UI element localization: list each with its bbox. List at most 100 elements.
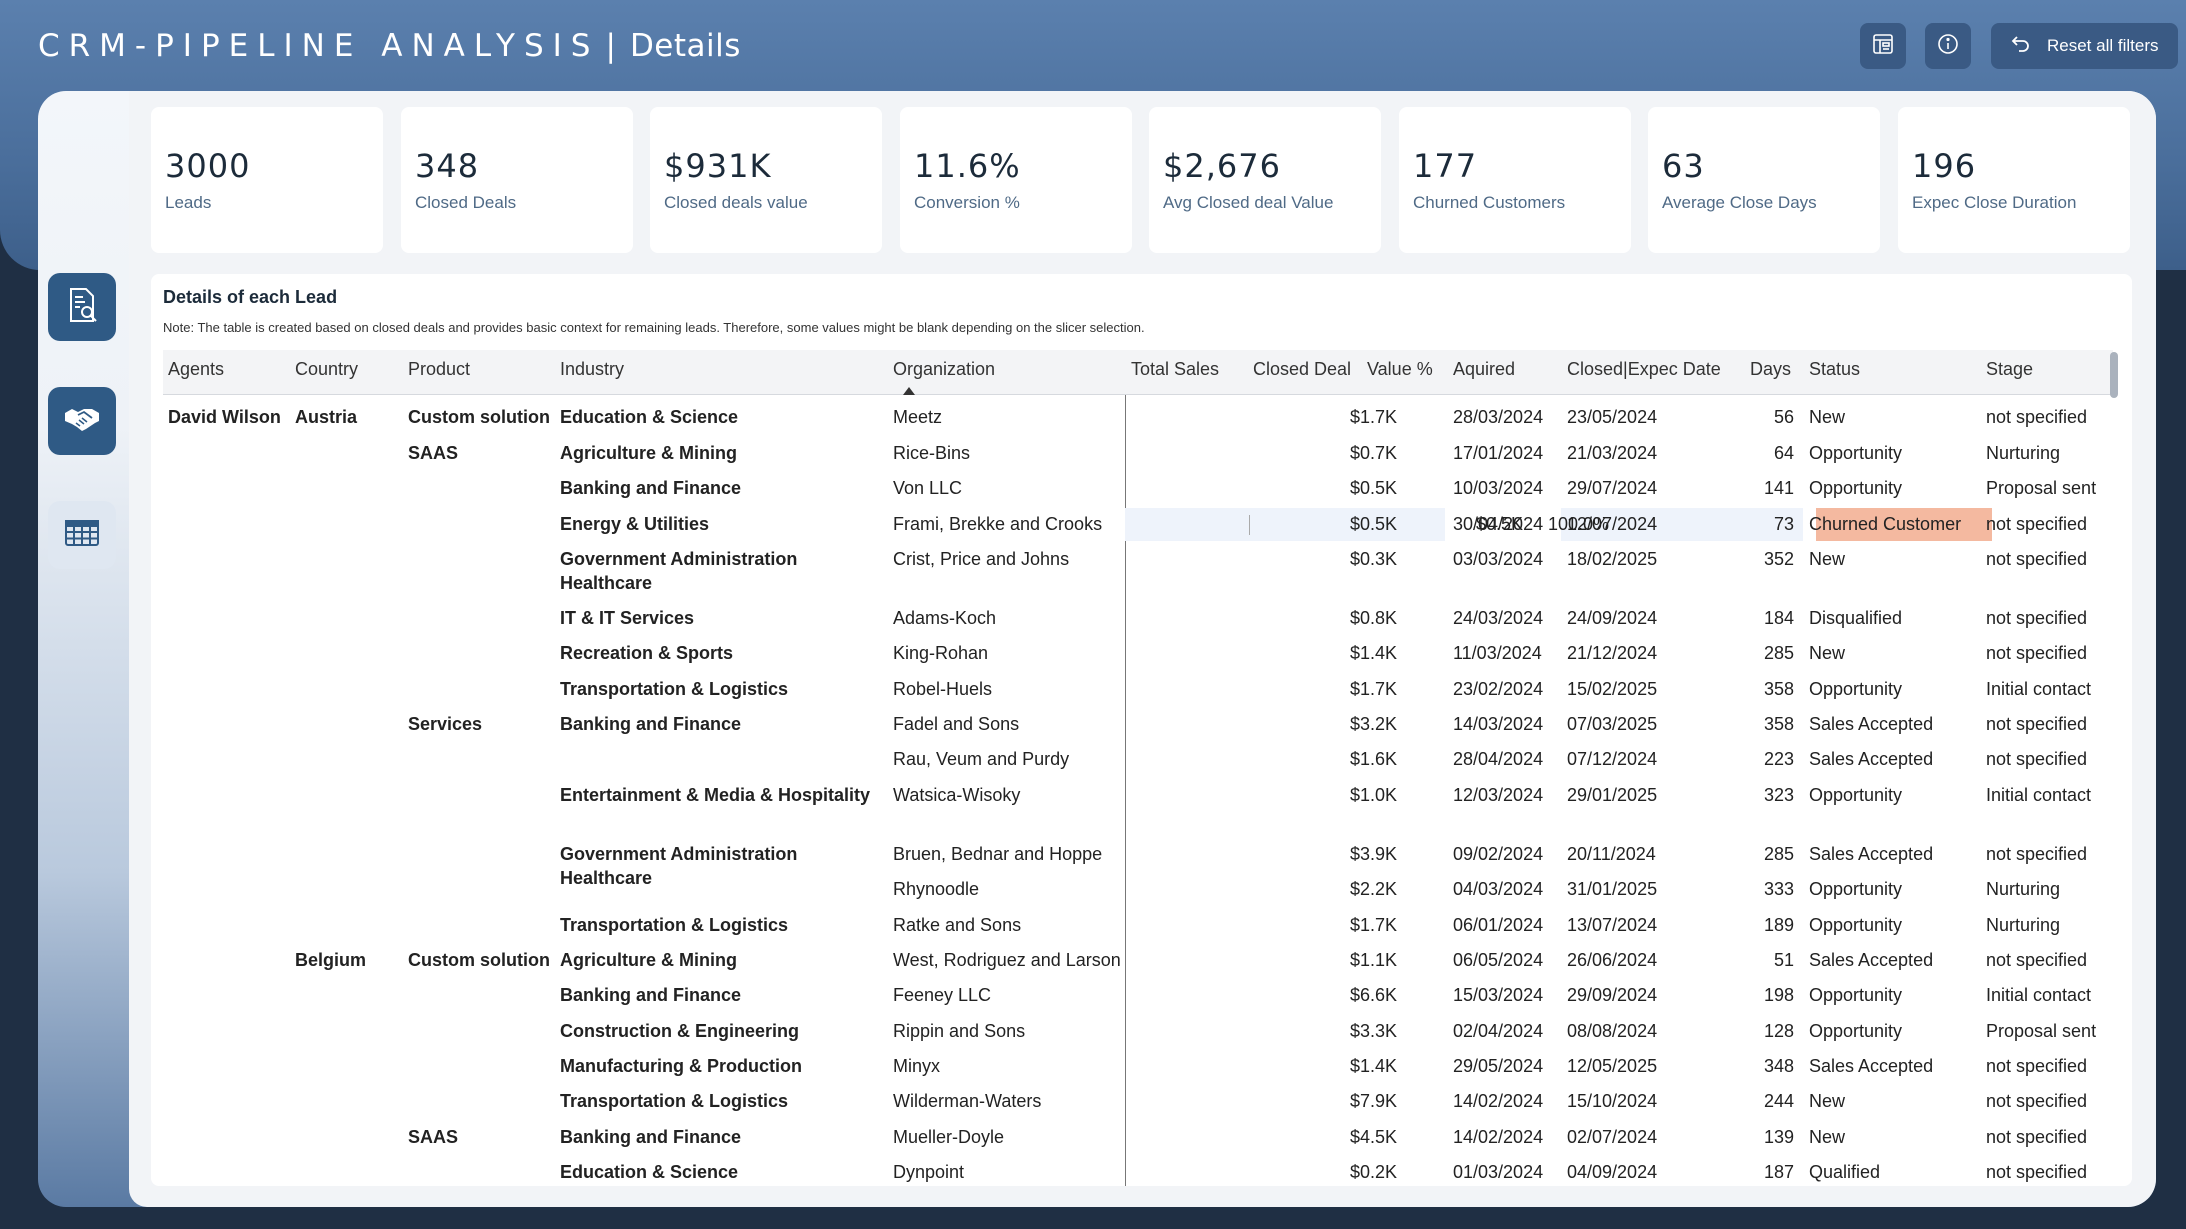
cell-days: 187	[1763, 1162, 1794, 1182]
cell-sales: $0.8K	[1349, 608, 1397, 628]
cell-org: Feeney LLC	[893, 985, 992, 1005]
cell-product: Custom solution	[408, 950, 550, 970]
cell-industry: Energy & Utilities	[560, 514, 710, 534]
title-sub: Details	[629, 28, 741, 64]
table-row[interactable]: Government Administration Healthcare Brue…	[163, 842, 2113, 888]
kpi-card-close-days: 63 Average Close Days	[1648, 107, 1880, 253]
table-row[interactable]: Government Administration Healthcare Cris…	[163, 547, 2113, 593]
handshake-icon	[62, 399, 102, 444]
cell-days: 73	[1773, 514, 1794, 534]
column-header[interactable]: Total Sales	[1131, 359, 1220, 379]
nav-table-button[interactable]	[48, 501, 116, 569]
table-row[interactable]: IT & IT Services Adams-Koch $0.8K 24/03/202…	[163, 606, 2113, 634]
cell-days: 139	[1763, 1127, 1794, 1147]
row-highlight	[1249, 515, 1250, 535]
cell-industry: Agriculture & Mining	[560, 443, 737, 463]
column-header[interactable]: Industry	[560, 359, 625, 379]
cell-sales: $0.2K	[1349, 1162, 1397, 1182]
cell-days: 189	[1763, 915, 1794, 935]
kpi-value: 63	[1662, 147, 1705, 185]
column-header[interactable]: Closed Deal	[1253, 359, 1352, 379]
title-separator: |	[605, 28, 616, 64]
cell-org: Rippin and Sons	[893, 1021, 1026, 1041]
table-row[interactable]: Services Banking and Finance Fadel and Son…	[163, 712, 2113, 740]
cell-agent: David Wilson	[168, 407, 281, 427]
report-button[interactable]	[1860, 23, 1906, 69]
cell-cdate: 04/09/2024	[1567, 1162, 1658, 1182]
cell-stage: not specified	[1986, 1127, 2088, 1147]
cell-industry: Banking and Finance	[560, 985, 742, 1005]
column-header[interactable]: Days	[1750, 359, 1792, 379]
table-row[interactable]: David Wilson Austria Custom solution Educat…	[163, 405, 2113, 433]
kpi-value: $931K	[664, 147, 772, 185]
cell-cdate: 23/05/2024	[1567, 407, 1658, 427]
cell-status: Opportunity	[1809, 879, 1903, 899]
column-header[interactable]: Agents	[168, 359, 225, 379]
table-row[interactable]: Transportation & Logistics Wilderman-Wate…	[163, 1089, 2113, 1117]
table-row[interactable]: Entertainment & Media & Hospitality Watsi…	[163, 783, 2113, 811]
cell-days: 56	[1773, 407, 1794, 427]
table-row[interactable]: Transportation & Logistics Robel-Huels $1.…	[163, 677, 2113, 705]
column-header[interactable]: Aquired	[1453, 359, 1516, 379]
cell-org: Rau, Veum and Purdy	[893, 749, 1070, 769]
cell-industry: Recreation & Sports	[560, 643, 734, 663]
cell-product: SAAS	[408, 1127, 459, 1147]
cell-acq: 15/03/2024	[1453, 985, 1544, 1005]
table-scrollbar[interactable]	[2110, 352, 2118, 398]
cell-org: Von LLC	[893, 478, 963, 498]
table-row[interactable]: Energy & Utilities Frami, Brekke and Croo…	[163, 508, 2113, 541]
table-row[interactable]: Recreation & Sports King-Rohan $1.4K 11/03/…	[163, 641, 2113, 669]
cell-cdate: 21/03/2024	[1567, 443, 1658, 463]
cell-days: 128	[1763, 1021, 1794, 1041]
table-row[interactable]: Transportation & Logistics Ratke and Sons…	[163, 913, 2113, 941]
cell-cdate: 21/12/2024	[1567, 643, 1658, 663]
cell-status: Opportunity	[1809, 785, 1903, 805]
column-header[interactable]: Closed|Expec Date	[1567, 359, 1721, 379]
table-body: David Wilson Austria Custom solution Educat…	[163, 395, 2113, 1186]
cell-org: West, Rodriguez and Larson	[893, 950, 1121, 970]
column-header[interactable]: Country	[295, 359, 359, 379]
cell-status: New	[1809, 643, 1846, 663]
table-row[interactable]: Construction & Engineering Rippin and Son…	[163, 1019, 2113, 1047]
cell-status: New	[1809, 1091, 1846, 1111]
sort-ascending-icon	[903, 387, 915, 395]
row-highlight	[1125, 508, 1445, 541]
info-button[interactable]	[1925, 23, 1971, 69]
table-row[interactable]: Rhynoodle $2.2K 04/03/2024 31/01/2025 333 Opp…	[163, 877, 2113, 905]
table-row[interactable]: Rau, Veum and Purdy $1.6K 28/04/2024 07/12/…	[163, 747, 2113, 775]
reset-filters-label: Reset all filters	[2047, 36, 2159, 55]
cell-cdate: 15/02/2025	[1567, 679, 1658, 699]
table-header: Agents Country Product Industry Organiza…	[163, 350, 2113, 395]
cell-industry: Entertainment & Media & Hospitality	[560, 785, 871, 805]
cell-cdate: 31/01/2025	[1567, 879, 1658, 899]
reset-filters-button[interactable]: Reset all filters	[1991, 23, 2179, 69]
cell-status: Opportunity	[1809, 679, 1903, 699]
cell-stage: not specified	[1986, 1162, 2088, 1182]
column-header[interactable]: Status	[1809, 359, 1861, 379]
cell-acq: 12/03/2024	[1453, 785, 1544, 805]
column-header[interactable]: Organization	[893, 359, 996, 379]
table-row[interactable]: Banking and Finance Von LLC $0.5K 10/03/202…	[163, 476, 2113, 504]
cell-org: Mueller-Doyle	[893, 1127, 1005, 1147]
table-row[interactable]: Banking and Finance Feeney LLC $6.6K 15/03/…	[163, 983, 2113, 1011]
cell-status: Sales Accepted	[1809, 714, 1934, 734]
nav-deals-button[interactable]	[48, 387, 116, 455]
column-header[interactable]: Value %	[1367, 359, 1433, 379]
cell-product: SAAS	[408, 443, 459, 463]
cell-industry: Banking and Finance	[560, 714, 742, 734]
column-header[interactable]: Product	[408, 359, 471, 379]
column-header[interactable]: Stage	[1986, 359, 2034, 379]
cell-sales: $0.5K	[1349, 514, 1397, 534]
report-icon	[1871, 32, 1895, 61]
details-table-panel: Details of each Lead Note: The table is …	[151, 274, 2132, 1186]
table-row[interactable]: SAAS Banking and Finance Mueller-Doyle $4.5…	[163, 1125, 2113, 1153]
cell-status: Sales Accepted	[1809, 950, 1934, 970]
cell-industry: Government Administration Healthcare	[560, 844, 798, 888]
table-row[interactable]: Education & Science Dynpoint $0.2K 01/03/20…	[163, 1160, 2113, 1186]
cell-acq: 14/02/2024	[1453, 1127, 1544, 1147]
table-row[interactable]: Manufacturing & Production Minyx $1.4K 29/0…	[163, 1054, 2113, 1082]
nav-details-button[interactable]	[48, 273, 116, 341]
cell-acq: 10/03/2024	[1453, 478, 1544, 498]
table-row[interactable]: SAAS Agriculture & Mining Rice-Bins $0.7K 17…	[163, 441, 2113, 469]
table-row[interactable]: Belgium Custom solution Agriculture & Mini…	[163, 948, 2113, 976]
